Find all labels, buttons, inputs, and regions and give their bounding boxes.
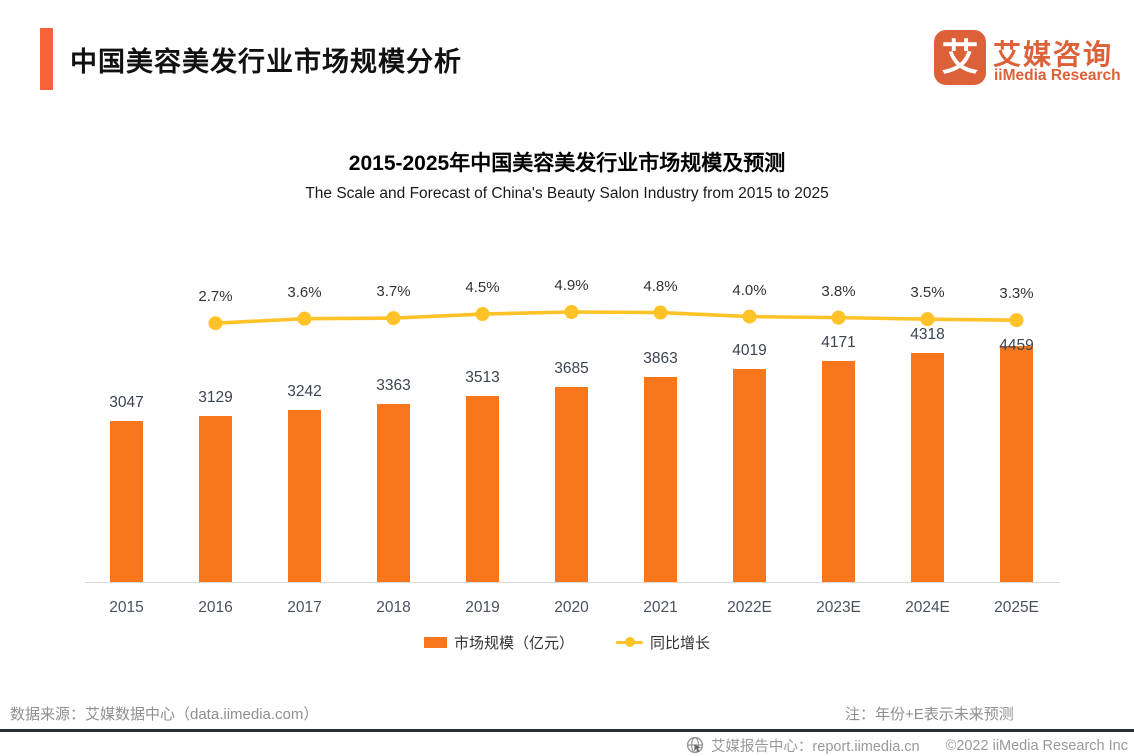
growth-point (475, 307, 490, 322)
x-axis-label: 2022E (727, 599, 772, 616)
forecast-note: 注：年份+E表示未来预测 (845, 706, 1014, 723)
bar-value-label: 4019 (732, 342, 767, 359)
growth-point-label: 3.8% (821, 282, 856, 300)
bar-2024E (911, 353, 944, 582)
legend-bar-swatch (423, 637, 447, 648)
x-axis-label: 2019 (465, 599, 500, 616)
bar-2019 (466, 396, 499, 582)
bar-value-label: 3363 (376, 377, 411, 394)
growth-point-label: 3.6% (287, 283, 322, 301)
bar-2023E (822, 361, 855, 582)
legend-item-market-scale: 市场规模（亿元） (423, 632, 574, 653)
logo-glyph: 艾 (941, 37, 979, 78)
bar-2020 (555, 387, 588, 582)
legend-bar-label: 市场规模（亿元） (453, 635, 574, 652)
title-accent-bar (40, 28, 53, 90)
bar-value-label: 4318 (910, 326, 945, 343)
bar-value-label: 3047 (109, 394, 144, 411)
legend-line-swatch (616, 637, 643, 648)
growth-point (386, 311, 401, 326)
growth-point (564, 305, 579, 320)
growth-point-label: 4.8% (643, 277, 678, 295)
legend-item-growth: 同比增长 (616, 632, 710, 653)
growth-point-label: 3.7% (376, 283, 411, 301)
growth-point (831, 310, 846, 325)
page-title: 中国美容美发行业市场规模分析 (70, 46, 462, 77)
bar-2016 (199, 416, 232, 582)
x-axis-label: 2020 (554, 599, 589, 616)
growth-point-label: 4.9% (554, 277, 589, 294)
growth-point (1009, 313, 1024, 328)
bar-value-label: 3242 (287, 383, 322, 400)
bar-value-label: 3129 (198, 389, 233, 406)
chart-subtitle: The Scale and Forecast of China's Beauty… (305, 185, 829, 202)
bar-2015 (110, 421, 143, 582)
bar-value-label: 4459 (999, 337, 1034, 354)
copyright-text: ©2022 iiMedia Research Inc (945, 737, 1128, 754)
growth-point (742, 309, 757, 324)
x-axis-line (85, 582, 1060, 583)
bar-value-label: 3863 (643, 350, 678, 367)
bar-value-label: 3685 (554, 360, 589, 377)
chart-legend: 市场规模（亿元） 同比增长 (0, 632, 1134, 653)
data-source-note: 数据来源：艾媒数据中心（data.iimedia.com） (10, 706, 319, 723)
iimedia-logo-icon: 艾 (934, 30, 986, 85)
footer-divider (0, 729, 1134, 732)
bar-2025E (1000, 346, 1033, 582)
x-axis-label: 2018 (376, 599, 411, 616)
legend-line-label: 同比增长 (650, 635, 711, 652)
bar-2017 (288, 410, 321, 582)
bar-value-label: 3513 (465, 369, 500, 386)
growth-point (653, 305, 668, 320)
growth-point-label: 2.7% (198, 288, 233, 306)
x-axis-label: 2025E (994, 599, 1039, 616)
growth-point (208, 316, 223, 331)
chart-canvas: 市场规模（亿元） 同比增长 3047 2015 3129 2016 2.7% 3242 20… (0, 230, 1134, 700)
growth-point (297, 311, 312, 326)
x-axis-label: 2017 (287, 599, 322, 616)
x-axis-label: 2016 (198, 599, 233, 616)
x-axis-label: 2023E (816, 599, 861, 616)
globe-cursor-icon (686, 736, 704, 754)
bar-2018 (377, 404, 410, 582)
bar-2022E (733, 369, 766, 582)
growth-point-label: 4.0% (732, 281, 767, 299)
growth-point-label: 4.5% (465, 279, 500, 297)
footer-bar: 艾媒报告中心：report.iimedia.cn ©2022 iiMedia R… (686, 735, 1128, 756)
chart-title: 2015-2025年中国美容美发行业市场规模及预测 (348, 152, 786, 175)
bar-value-label: 4171 (821, 334, 856, 351)
bar-2021 (644, 377, 677, 582)
growth-point-label: 3.5% (910, 284, 945, 302)
growth-line (215, 310, 1017, 326)
brand-name-cn: 艾媒咨询 (993, 39, 1114, 70)
x-axis-label: 2024E (905, 599, 950, 616)
report-center-text: 艾媒报告中心：report.iimedia.cn (710, 739, 920, 755)
growth-point-label: 3.3% (999, 285, 1034, 303)
brand-name-en: iiMedia Research (994, 67, 1121, 84)
x-axis-label: 2015 (109, 599, 144, 616)
x-axis-label: 2021 (643, 599, 678, 616)
growth-point (920, 312, 935, 327)
